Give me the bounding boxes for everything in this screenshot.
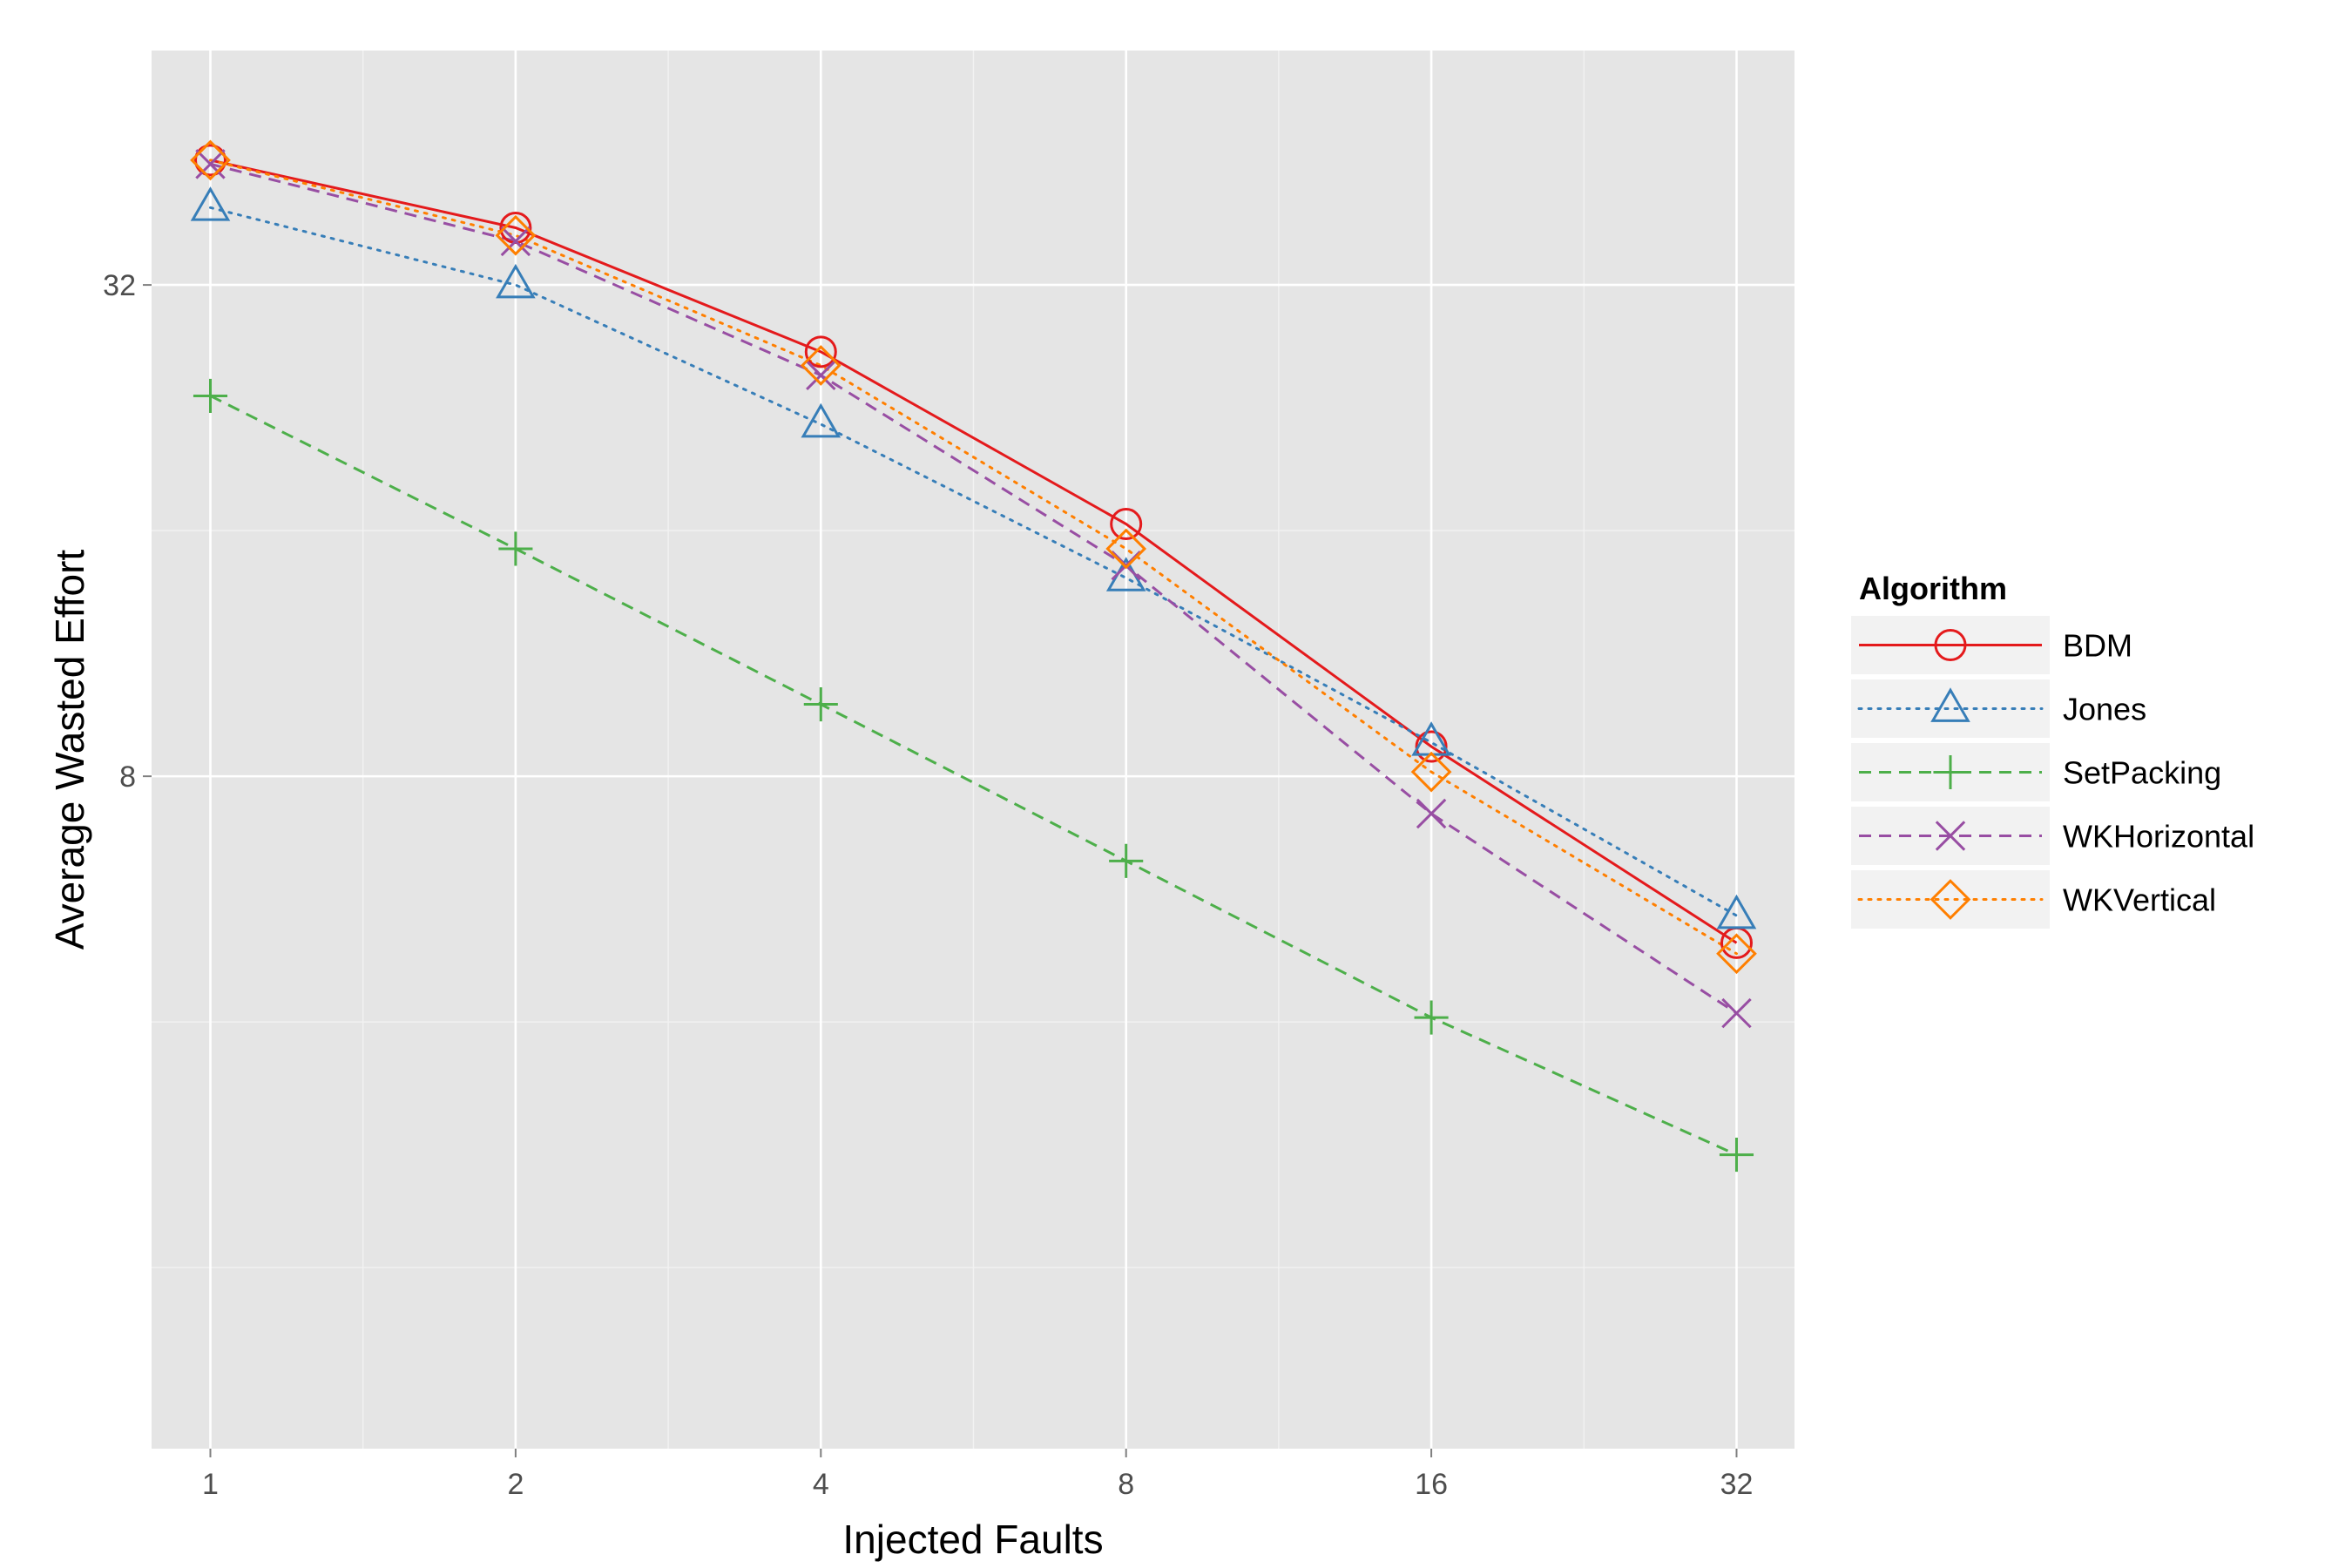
x-tick-label: 8 [1118,1468,1134,1501]
legend-key-box [1849,678,2051,740]
marker-diamond [1105,528,1147,570]
legend-item-bdm: BDM [1849,614,2132,676]
legend: Algorithm BDM Jones SetPacking WKHorizontal… [1849,571,2254,930]
series-markers-setpacking [193,378,1754,1173]
x-tick-label: 16 [1415,1468,1448,1501]
y-tick-label: 32 [103,269,136,302]
marker-diamond [190,139,231,181]
tick-labels: 1 2 4 8 16 32 32 8 [103,269,1753,1501]
legend-item-wkvertical: WKVertical [1849,868,2216,930]
marker-cross [1935,821,1966,851]
marker-circle [1110,508,1143,541]
marker-plus [1719,1138,1754,1173]
marker-triangle [496,263,536,299]
x-tick-label: 4 [813,1468,829,1501]
x-tick-label: 1 [202,1468,219,1501]
legend-label: Jones [2063,692,2146,727]
x-tick-label: 2 [507,1468,524,1501]
series-markers-wkvertical [190,139,1757,975]
legend-title: Algorithm [1859,571,2007,606]
marker-cross [1721,997,1752,1029]
legend-label: BDM [2063,628,2132,664]
marker-plus [498,531,533,566]
legend-item-jones: Jones [1849,678,2146,740]
marker-diamond [495,214,537,256]
marker-diamond [1410,751,1452,793]
axis-ticks [143,284,1738,1457]
marker-circle [804,335,837,368]
grid-minor [152,51,1794,1449]
y-tick-label: 8 [119,760,136,794]
marker-triangle [190,186,231,221]
series-line-setpacking [209,395,1738,1156]
marker-circle [1415,730,1448,763]
series-line-bdm [210,159,1738,944]
y-axis-title: Average Wasted Effort [47,550,92,950]
marker-triangle [1716,894,1757,929]
series-line-wkhorizontal [210,162,1738,1015]
marker-plus [803,687,838,722]
marker-plus [1109,843,1144,878]
x-tick-label: 32 [1720,1468,1754,1501]
marker-circle [1934,629,1967,661]
marker-triangle [1930,687,1970,722]
x-axis-title: Injected Faults [842,1517,1103,1562]
series-markers [190,139,1757,1173]
marker-cross [500,226,531,257]
legend-item-wkhorizontal: WKHorizontal [1849,805,2254,867]
series-markers-jones [190,186,1757,929]
marker-plus [193,378,228,413]
marker-triangle [801,402,841,438]
marker-plus [1414,1000,1449,1035]
marker-cross [806,360,836,391]
marker-cross [195,149,226,179]
legend-label: WKHorizontal [2063,819,2254,855]
marker-plus [1933,754,1968,790]
marker-cross [1416,798,1447,829]
legend-item-setpacking: SetPacking [1849,741,2221,803]
marker-diamond [1716,933,1757,975]
series-line-jones [209,206,1738,917]
marker-circle [194,144,227,177]
series-line-wkvertical [209,159,1738,956]
legend-label: WKVertical [2063,882,2216,918]
marker-diamond [1930,879,1971,920]
series-lines [209,159,1738,1156]
legend-label: SetPacking [2063,755,2221,791]
grid-major [152,51,1794,1449]
marker-diamond [800,345,841,386]
